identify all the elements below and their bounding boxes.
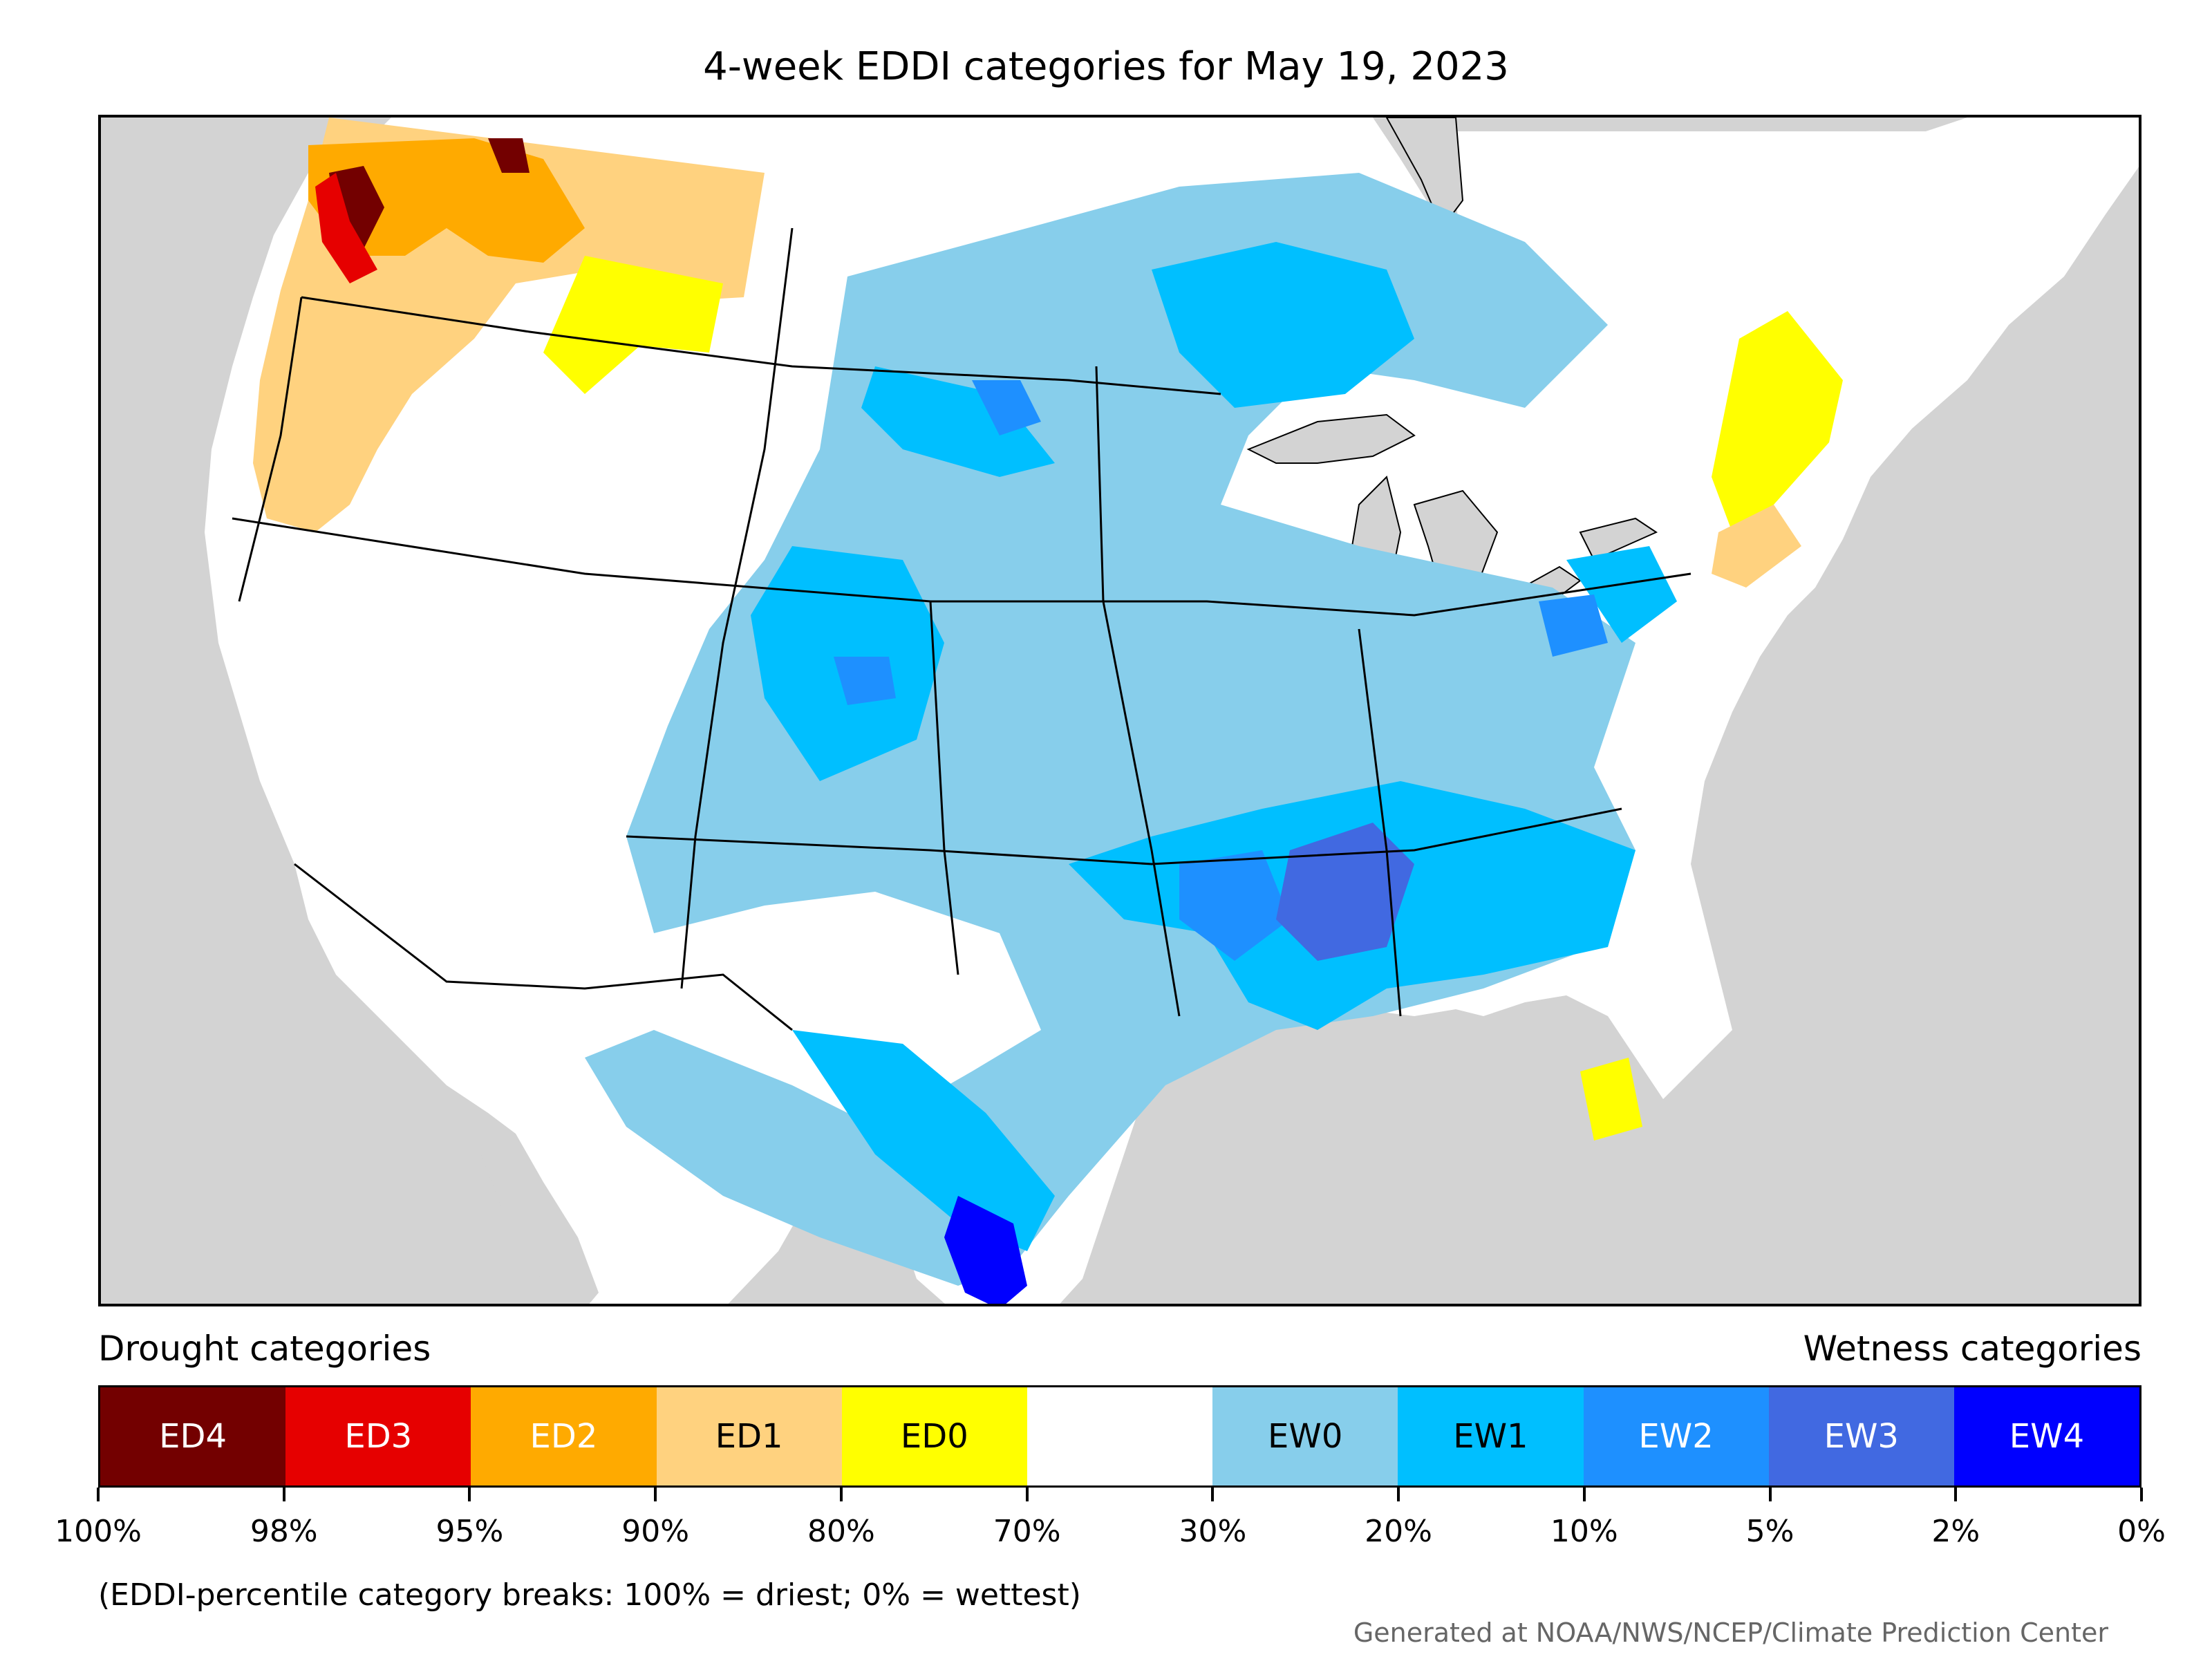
colorbar-tick-label: 90% bbox=[621, 1514, 690, 1549]
colorbar-segment-ed3: ED3 bbox=[285, 1387, 471, 1485]
colorbar-tick bbox=[1211, 1488, 1215, 1501]
category-note: (EDDI-percentile category breaks: 100% =… bbox=[98, 1577, 1081, 1613]
map-frame bbox=[98, 115, 2141, 1306]
region-ed0-northeast bbox=[1712, 311, 1843, 532]
boundary-lines bbox=[232, 227, 1691, 1031]
colorbar-segment-ed2: ED2 bbox=[471, 1387, 657, 1485]
colorbar-segment-ew4: EW4 bbox=[1953, 1387, 2140, 1485]
region-ed3-wa bbox=[315, 173, 377, 283]
colorbar-tick bbox=[1582, 1488, 1586, 1501]
gulf-of-california bbox=[481, 1113, 599, 1304]
colorbar-tick bbox=[468, 1488, 471, 1501]
colorbar-segment-ew0: EW0 bbox=[1212, 1387, 1398, 1485]
drought-categories-label: Drought categories bbox=[98, 1329, 431, 1369]
colorbar-tick-label: 100% bbox=[55, 1514, 142, 1549]
colorbar-tick-label: 80% bbox=[807, 1514, 875, 1549]
colorbar-segment-ew2: EW2 bbox=[1583, 1387, 1769, 1485]
region-ew4-south-texas bbox=[944, 1196, 1027, 1304]
colorbar-tick bbox=[2140, 1488, 2143, 1501]
colorbar-tick-label: 70% bbox=[993, 1514, 1061, 1549]
region-ed1-new-england bbox=[1712, 505, 1801, 588]
colorbar-tick-label: 30% bbox=[1179, 1514, 1247, 1549]
colorbar-tick bbox=[654, 1488, 657, 1501]
colorbar-segment-normal bbox=[1027, 1387, 1213, 1485]
colorbar-tick bbox=[1025, 1488, 1029, 1501]
colorbar-tick-label: 2% bbox=[1931, 1514, 1980, 1549]
colorbar-tick bbox=[839, 1488, 843, 1501]
colorbar-segment-ew3: EW3 bbox=[1768, 1387, 1954, 1485]
colorbar-tick-label: 0% bbox=[2117, 1514, 2166, 1549]
colorbar-segment-ed1: ED1 bbox=[656, 1387, 842, 1485]
colorbar-tick bbox=[282, 1488, 285, 1501]
colorbar-tick-label: 10% bbox=[1550, 1514, 1618, 1549]
colorbar-tick-label: 95% bbox=[435, 1514, 504, 1549]
region-ed4-wa bbox=[329, 138, 529, 249]
region-ed0-florida bbox=[1580, 1058, 1642, 1141]
region-ew3-ms-valley bbox=[1276, 823, 1414, 961]
credit-line: Generated at NOAA/NWS/NCEP/Climate Predi… bbox=[1353, 1618, 2108, 1648]
colorbar-tick bbox=[97, 1488, 100, 1501]
colorbar-tick-label: 20% bbox=[1365, 1514, 1432, 1549]
region-ed0-idaho bbox=[543, 256, 723, 394]
map-svg bbox=[205, 118, 2139, 1304]
colorbar-segment-ed0: ED0 bbox=[841, 1387, 1027, 1485]
colorbar-tick bbox=[1768, 1488, 1772, 1501]
colorbar-tick-label: 5% bbox=[1745, 1514, 1794, 1549]
colorbar-tick-label: 98% bbox=[250, 1514, 318, 1549]
map-title: 4-week EDDI categories for May 19, 2023 bbox=[703, 44, 1509, 89]
category-colorbar: ED4 ED3 ED2 ED1 ED0 EW0 EW1 EW2 EW3 EW4 bbox=[98, 1385, 2141, 1488]
colorbar-tick bbox=[1954, 1488, 1958, 1501]
colorbar-tick bbox=[1397, 1488, 1400, 1501]
colorbar-segment-ew1: EW1 bbox=[1398, 1387, 1584, 1485]
colorbar-segment-ed4: ED4 bbox=[100, 1387, 286, 1485]
wetness-categories-label: Wetness categories bbox=[1803, 1329, 2141, 1369]
region-ew0-broad bbox=[585, 173, 1635, 1286]
